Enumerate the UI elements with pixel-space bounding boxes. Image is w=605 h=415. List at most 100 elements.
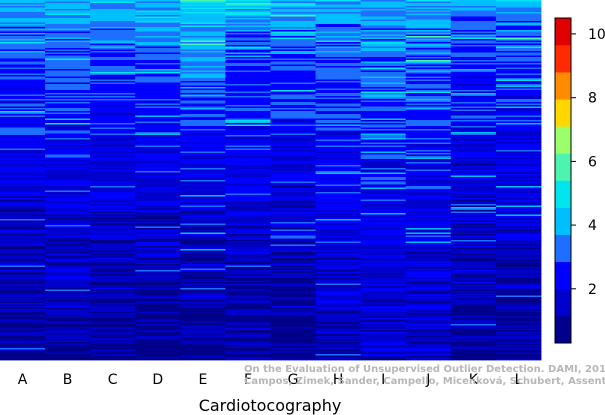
heatmap-cell-H-87: [315, 130, 362, 133]
heatmap-cell-A-223: [0, 334, 46, 337]
heatmap-cell-F-193: [225, 289, 271, 292]
heatmap-cell-C-129: [90, 193, 136, 196]
heatmap-cell-A-232: [0, 348, 46, 350]
heatmap-cell-J-165: [405, 247, 452, 250]
heatmap-cell-F-78: [225, 117, 271, 119]
heatmap-cell-J-77: [405, 115, 452, 118]
heatmap-cell-A-2: [0, 3, 46, 5]
heatmap-cell-H-216: [315, 324, 362, 326]
heatmap-cell-H-26: [315, 39, 362, 41]
heatmap-cell-H-209: [315, 313, 362, 316]
heatmap-cell-C-229: [90, 343, 136, 346]
heatmap-cell-K-110: [450, 165, 497, 167]
heatmap-cell-K-101: [450, 151, 497, 154]
heatmap-cell-F-134: [225, 201, 271, 203]
heatmap-cell-I-217: [360, 325, 407, 328]
heatmap-cell-E-163: [180, 244, 226, 247]
heatmap-cell-E-210: [180, 315, 226, 317]
heatmap-cell-F-192: [225, 288, 271, 290]
heatmap-cell-K-215: [450, 322, 497, 325]
heatmap-cell-I-54: [360, 81, 407, 83]
heatmap-cell-H-120: [315, 180, 362, 182]
heatmap-cell-A-145: [0, 217, 46, 220]
heatmap-cell-C-19: [90, 28, 136, 31]
heatmap-cell-A-15: [0, 22, 46, 25]
heatmap-cell-I-167: [360, 250, 407, 253]
heatmap-cell-E-184: [180, 276, 226, 278]
heatmap-cell-J-134: [405, 201, 452, 203]
heatmap-cell-K-16: [450, 24, 497, 26]
heatmap-cell-K-66: [450, 99, 497, 101]
heatmap-cell-J-231: [405, 346, 452, 349]
heatmap-cell-C-218: [90, 327, 136, 329]
heatmap-cell-D-206: [135, 309, 181, 311]
heatmap-cell-B-199: [45, 298, 91, 301]
watermark: On the Evaluation of Unsupervised Outlie…: [244, 364, 605, 387]
heatmap-cell-E-14: [180, 21, 226, 23]
heatmap-cell-F-123: [225, 184, 271, 187]
heatmap-cell-A-195: [0, 292, 46, 295]
heatmap-cell-H-16: [315, 24, 362, 26]
heatmap-cell-B-91: [45, 136, 91, 139]
heatmap-cell-J-15: [405, 22, 452, 25]
heatmap-cell-K-54: [450, 81, 497, 83]
heatmap-cell-B-97: [45, 145, 91, 148]
heatmap-cell-F-141: [225, 211, 271, 214]
heatmap-cell-F-229: [225, 343, 271, 346]
heatmap-cell-G-177: [270, 265, 316, 268]
heatmap-cell-E-180: [180, 270, 226, 272]
heatmap-cell-C-189: [90, 283, 136, 286]
heatmap-cell-C-234: [90, 351, 136, 353]
heatmap-cell-L-30: [495, 45, 542, 47]
heatmap-cell-J-71: [405, 106, 452, 109]
heatmap-cell-E-173: [180, 259, 226, 262]
heatmap-cell-I-90: [360, 135, 407, 137]
heatmap-cell-B-170: [45, 255, 91, 257]
heatmap-cell-H-169: [315, 253, 362, 256]
heatmap-cell-J-135: [405, 202, 452, 205]
heatmap-cell-K-7: [450, 10, 497, 13]
heatmap-cell-G-139: [270, 208, 316, 211]
heatmap-cell-D-131: [135, 196, 181, 199]
heatmap-cell-F-55: [225, 82, 271, 85]
heatmap-cell-L-202: [495, 303, 542, 305]
heatmap-cell-B-207: [45, 310, 91, 313]
heatmap-cell-I-61: [360, 91, 407, 94]
heatmap-cell-D-166: [135, 249, 181, 251]
heatmap-cell-A-80: [0, 120, 46, 122]
heatmap-cell-H-228: [315, 342, 362, 344]
heatmap-cell-C-107: [90, 160, 136, 163]
heatmap-cell-B-92: [45, 138, 91, 140]
heatmap-cell-B-33: [45, 49, 91, 52]
heatmap-cell-E-5: [180, 7, 226, 10]
heatmap-cell-G-111: [270, 166, 316, 169]
heatmap-cell-H-181: [315, 271, 362, 274]
heatmap-cell-D-2: [135, 3, 181, 5]
heatmap-cell-A-218: [0, 327, 46, 329]
heatmap-cell-B-193: [45, 289, 91, 292]
heatmap-cell-E-139: [180, 208, 226, 211]
heatmap-cell-F-115: [225, 172, 271, 175]
heatmap-cell-K-80: [450, 120, 497, 122]
heatmap-cell-C-49: [90, 73, 136, 76]
heatmap-cell-C-201: [90, 301, 136, 304]
heatmap-cell-A-129: [0, 193, 46, 196]
heatmap-cell-C-203: [90, 304, 136, 307]
heatmap-cell-F-167: [225, 250, 271, 253]
heatmap-cell-F-53: [225, 79, 271, 82]
heatmap-cell-D-64: [135, 96, 181, 98]
heatmap-cell-K-68: [450, 102, 497, 104]
heatmap-cell-H-117: [315, 175, 362, 178]
heatmap-cell-D-58: [135, 87, 181, 89]
heatmap-cell-A-6: [0, 9, 46, 11]
heatmap-cell-J-169: [405, 253, 452, 256]
heatmap-cell-G-106: [270, 159, 316, 161]
heatmap-cell-E-34: [180, 51, 226, 53]
heatmap-cell-I-235: [360, 352, 407, 355]
heatmap-cell-E-226: [180, 339, 226, 341]
heatmap-cell-J-141: [405, 211, 452, 214]
heatmap-cell-L-42: [495, 63, 542, 65]
heatmap-cell-E-97: [180, 145, 226, 148]
heatmap-cell-B-217: [45, 325, 91, 328]
heatmap-cell-C-86: [90, 129, 136, 131]
